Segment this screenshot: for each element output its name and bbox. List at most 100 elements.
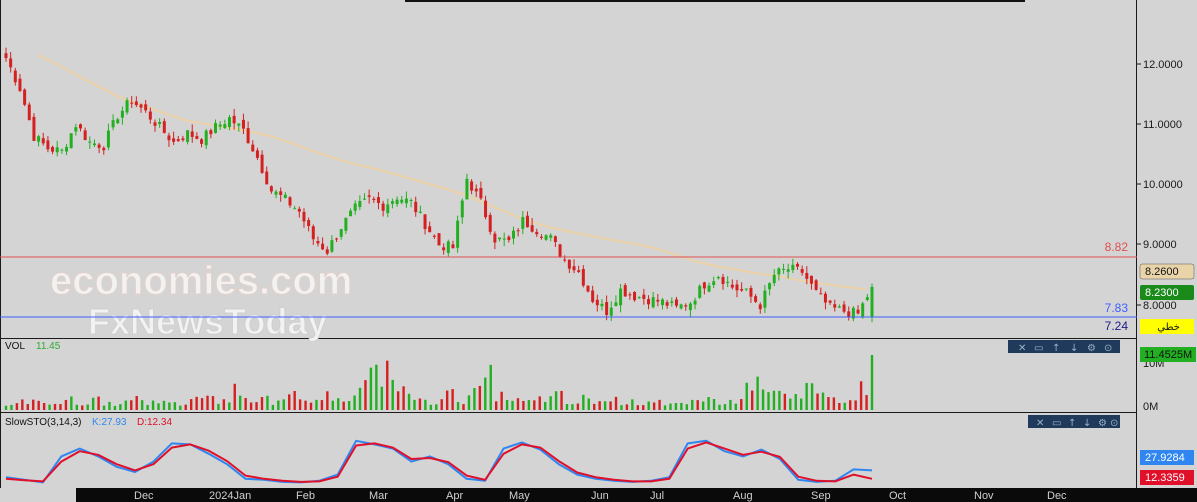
volume-bar[interactable]	[794, 394, 797, 410]
volume-bar[interactable]	[435, 404, 438, 410]
volume-bar[interactable]	[489, 364, 492, 410]
volume-bar[interactable]	[211, 396, 215, 410]
volume-bar[interactable]	[816, 393, 819, 410]
volume-bar[interactable]	[663, 405, 667, 410]
volume-bar[interactable]	[587, 398, 590, 410]
volume-bar[interactable]	[582, 394, 585, 410]
volume-bar[interactable]	[625, 404, 629, 410]
candle-body[interactable]	[749, 287, 753, 297]
candle-body[interactable]	[321, 243, 325, 250]
candle-body[interactable]	[130, 102, 134, 104]
volume-bar[interactable]	[849, 400, 852, 410]
candle-body[interactable]	[227, 117, 231, 128]
volume-bar[interactable]	[239, 395, 242, 410]
candle-body[interactable]	[339, 229, 343, 237]
volume-bar[interactable]	[130, 400, 133, 410]
candle-body[interactable]	[786, 269, 790, 272]
candle-body[interactable]	[502, 238, 506, 240]
candle-body[interactable]	[674, 299, 678, 306]
volume-bar[interactable]	[59, 404, 62, 410]
candle-body[interactable]	[69, 133, 73, 149]
candle-body[interactable]	[423, 214, 427, 230]
stochastic-d-line[interactable]	[5, 441, 873, 483]
volume-bar[interactable]	[277, 400, 280, 410]
candle-body[interactable]	[358, 200, 362, 208]
candle-body[interactable]	[744, 288, 748, 290]
candle-body[interactable]	[600, 303, 604, 307]
candle-body[interactable]	[316, 241, 320, 244]
candle-body[interactable]	[782, 268, 786, 270]
volume-bar[interactable]	[772, 390, 776, 410]
candle-body[interactable]	[251, 144, 255, 152]
candle-body[interactable]	[148, 111, 152, 120]
volume-bar[interactable]	[527, 400, 531, 410]
volume-bar[interactable]	[560, 390, 563, 410]
volume-bar[interactable]	[179, 405, 182, 410]
candle-body[interactable]	[330, 240, 334, 252]
volume-bar[interactable]	[745, 382, 748, 410]
candle-body[interactable]	[763, 290, 767, 308]
volume-bar[interactable]	[151, 400, 155, 410]
candle-body[interactable]	[297, 208, 301, 212]
candle-body[interactable]	[693, 300, 697, 305]
volume-bar[interactable]	[669, 403, 672, 410]
candle-body[interactable]	[288, 197, 292, 206]
volume-bar[interactable]	[315, 399, 318, 410]
close-icon[interactable]: ✕	[1036, 418, 1044, 429]
candle-body[interactable]	[707, 285, 711, 292]
candle-body[interactable]	[484, 200, 488, 218]
candle-body[interactable]	[647, 299, 651, 305]
candle-body[interactable]	[735, 284, 739, 291]
volume-bar[interactable]	[478, 385, 482, 410]
candle-body[interactable]	[237, 123, 241, 126]
candle-body[interactable]	[828, 300, 832, 303]
candle-body[interactable]	[698, 285, 702, 298]
volume-bar[interactable]	[451, 389, 454, 410]
candle-body[interactable]	[162, 121, 166, 133]
volume-bar[interactable]	[838, 402, 841, 410]
candle-body[interactable]	[414, 201, 418, 213]
candle-body[interactable]	[13, 70, 17, 83]
candle-body[interactable]	[283, 194, 287, 198]
candle-body[interactable]	[153, 122, 157, 126]
candle-body[interactable]	[353, 203, 357, 211]
volume-bar[interactable]	[576, 403, 580, 410]
volume-bar[interactable]	[113, 405, 117, 410]
volume-bar[interactable]	[865, 395, 868, 410]
candle-body[interactable]	[418, 211, 422, 213]
volume-bar[interactable]	[696, 400, 699, 410]
candle-body[interactable]	[660, 299, 664, 306]
candle-body[interactable]	[479, 187, 483, 199]
candle-body[interactable]	[777, 268, 781, 275]
candle-body[interactable]	[88, 141, 92, 143]
candle-body[interactable]	[293, 208, 297, 210]
candle-body[interactable]	[181, 138, 185, 141]
candle-body[interactable]	[605, 302, 609, 315]
candle-body[interactable]	[516, 230, 520, 232]
candle-body[interactable]	[41, 138, 45, 144]
candle-body[interactable]	[665, 302, 669, 306]
volume-bar[interactable]	[647, 401, 650, 410]
volume-bar[interactable]	[402, 386, 405, 410]
volume-bar[interactable]	[603, 401, 607, 410]
up-icon[interactable]: ↑	[1052, 343, 1060, 354]
candle-body[interactable]	[586, 285, 590, 292]
volume-bar[interactable]	[467, 395, 471, 410]
volume-bar[interactable]	[260, 397, 264, 410]
candle-body[interactable]	[172, 138, 176, 142]
volume-bar[interactable]	[358, 387, 362, 410]
candle-body[interactable]	[404, 198, 408, 204]
candle-body[interactable]	[628, 294, 632, 296]
candle-body[interactable]	[349, 210, 353, 217]
volume-bar[interactable]	[805, 382, 808, 410]
candle-body[interactable]	[637, 297, 641, 299]
candle-body[interactable]	[833, 304, 837, 308]
volume-bar[interactable]	[233, 383, 236, 410]
volume-bar[interactable]	[516, 398, 520, 410]
candle-body[interactable]	[344, 217, 348, 231]
volume-bar[interactable]	[140, 400, 144, 410]
volume-bar[interactable]	[42, 402, 46, 410]
candle-body[interactable]	[78, 124, 82, 129]
price-panel[interactable]	[0, 0, 1137, 338]
candle-body[interactable]	[335, 238, 339, 240]
